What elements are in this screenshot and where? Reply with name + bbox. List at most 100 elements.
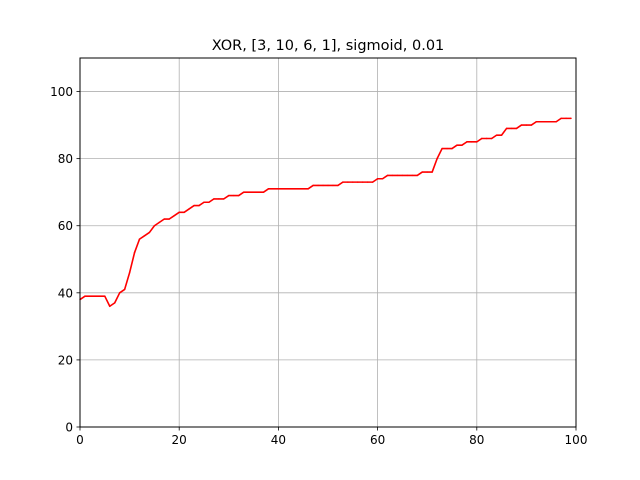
chart-title: XOR, [3, 10, 6, 1], sigmoid, 0.01 [212, 38, 445, 54]
data-point [123, 288, 126, 291]
data-point [158, 221, 161, 224]
data-point [287, 188, 290, 190]
data-point [520, 124, 523, 126]
data-point [138, 238, 141, 240]
data-point [391, 174, 394, 177]
series-layer [79, 117, 572, 308]
data-point [431, 171, 433, 173]
data-point [228, 194, 230, 197]
data-point [262, 191, 265, 193]
data-point [540, 121, 542, 123]
data-point [545, 121, 547, 123]
data-point [481, 137, 483, 140]
data-point [208, 201, 210, 203]
data-point [203, 201, 205, 203]
data-point [495, 134, 498, 136]
data-point [218, 198, 220, 200]
data-point [565, 117, 567, 120]
data-point [352, 181, 354, 183]
data-point [421, 171, 423, 173]
x-tick-label: 100 [565, 433, 588, 447]
data-point [342, 181, 344, 183]
data-point [242, 191, 245, 193]
data-point [312, 184, 314, 187]
data-point [505, 127, 508, 130]
data-point [337, 184, 339, 187]
data-point [297, 188, 299, 190]
data-point [366, 181, 369, 183]
data-point [461, 144, 463, 146]
data-point [411, 174, 414, 177]
data-point [406, 174, 409, 177]
x-tick-label: 0 [76, 433, 84, 447]
data-point [446, 147, 448, 150]
data-point [252, 191, 255, 193]
data-point [223, 198, 225, 200]
data-point [530, 124, 533, 126]
data-point [183, 211, 185, 214]
data-point [500, 134, 503, 136]
data-point [118, 292, 121, 294]
x-tick-label: 40 [271, 433, 286, 447]
data-point [153, 225, 156, 227]
data-point [188, 208, 190, 210]
data-point [133, 251, 136, 254]
y-tick-label: 100 [50, 85, 73, 99]
data-point [515, 127, 518, 130]
data-point [277, 188, 280, 190]
data-point [510, 127, 513, 130]
y-axis: 0 20 40 60 80 100 [50, 85, 80, 435]
data-point [426, 171, 428, 173]
y-tick-label: 20 [58, 353, 73, 367]
data-point [456, 144, 458, 146]
y-tick-label: 80 [58, 152, 73, 166]
data-point [213, 198, 215, 200]
data-point [371, 181, 374, 183]
data-point [104, 295, 106, 297]
data-point [143, 235, 146, 237]
data-point [233, 194, 235, 197]
data-point [193, 204, 195, 207]
data-point [525, 124, 528, 126]
data-point [272, 188, 275, 190]
data-point [99, 295, 101, 297]
x-tick-label: 20 [172, 433, 187, 447]
data-point [302, 188, 304, 190]
data-point [238, 194, 240, 197]
data-point [198, 204, 200, 207]
data-point [490, 137, 493, 140]
data-point [550, 121, 552, 123]
data-point [396, 174, 399, 177]
data-point [267, 188, 270, 190]
data-point [178, 211, 180, 214]
data-point [416, 174, 418, 177]
data-point [476, 141, 478, 143]
data-point [451, 147, 453, 150]
data-point [94, 295, 96, 297]
data-point [89, 295, 91, 297]
data-point [381, 178, 384, 180]
data-point [247, 191, 250, 193]
data-point [168, 218, 170, 220]
data-point [555, 121, 557, 123]
data-point [109, 305, 111, 307]
y-tick-label: 40 [58, 286, 73, 300]
x-tick-label: 80 [469, 433, 484, 447]
data-point [347, 181, 349, 183]
data-point [327, 184, 329, 187]
data-point [401, 174, 404, 177]
data-point [386, 174, 389, 177]
data-point [376, 178, 379, 180]
data-point [282, 188, 285, 190]
data-point [332, 184, 334, 187]
data-point [307, 188, 309, 190]
data-point [466, 141, 468, 143]
data-point [535, 121, 538, 123]
data-point [128, 271, 131, 274]
data-point [292, 188, 294, 190]
data-point [173, 214, 175, 217]
data-point [357, 181, 359, 183]
series-line [79, 117, 572, 308]
